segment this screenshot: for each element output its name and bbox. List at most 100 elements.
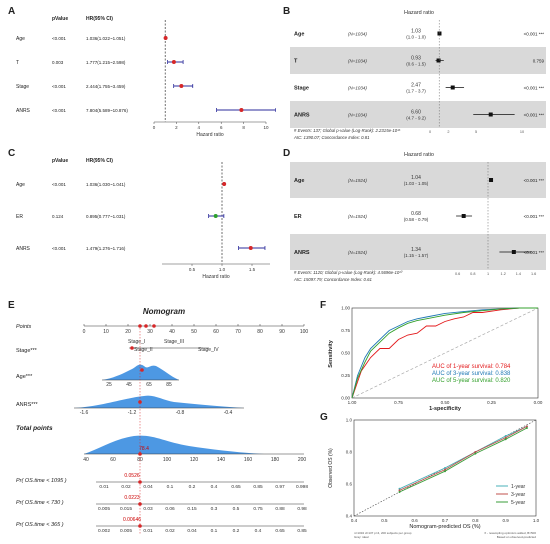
os-tick-label: 0.98 bbox=[297, 506, 307, 512]
row-hr: 1.777(1.215~2.598) bbox=[86, 60, 126, 65]
calibration-point bbox=[398, 489, 401, 492]
os-tick-label: 0.4 bbox=[255, 528, 262, 534]
y-axis-label: Observed OS (%) bbox=[328, 448, 334, 488]
row-ci: (1.03 - 1.05) bbox=[404, 181, 429, 186]
point-estimate bbox=[461, 214, 466, 218]
total-points-label: Total points bbox=[16, 425, 53, 432]
row-label: ER bbox=[16, 214, 23, 220]
x-tick-label: 0.4 bbox=[351, 518, 358, 523]
x-tick-label: 0 bbox=[429, 130, 431, 134]
footnote: Based on observed-predicted bbox=[497, 535, 537, 539]
marker-point bbox=[138, 452, 142, 456]
axis-tick-label: 0 bbox=[83, 329, 86, 335]
row-ci: (1.7 - 3.7) bbox=[406, 89, 426, 94]
axis-tick-label: 40 bbox=[169, 329, 175, 335]
x-tick-label: 10 bbox=[263, 125, 269, 130]
y-tick-label: 1.00 bbox=[341, 306, 350, 311]
x-tick-label: 1.0 bbox=[219, 267, 226, 272]
panel-b-forest-plot: Hazard ratio Age (N=1034) 1.03(1.0 - 1.0) <0… bbox=[290, 10, 546, 140]
x-tick-label: 0.5 bbox=[189, 267, 196, 272]
os-tick-label: 0.4 bbox=[211, 484, 218, 490]
calibration-point bbox=[504, 436, 507, 439]
os-tick-label: 0.2 bbox=[233, 528, 240, 534]
x-tick-label: 0.8 bbox=[472, 518, 479, 523]
total-tick-label: 60 bbox=[110, 457, 116, 463]
row-label: T bbox=[294, 59, 298, 65]
os-marker-value: 0.0526 bbox=[124, 473, 140, 479]
total-tick-label: 40 bbox=[83, 457, 89, 463]
marker-point bbox=[130, 346, 134, 350]
os-tick-label: 0.02 bbox=[121, 484, 131, 490]
row-label: ANRS bbox=[16, 108, 31, 114]
row-label: ANRS bbox=[294, 250, 310, 256]
auc-label: AUC of 1-year survival: 0.784 bbox=[432, 364, 511, 370]
y-tick-label: 0.8 bbox=[346, 450, 353, 455]
row-pvalue: <0.001 *** bbox=[524, 86, 545, 91]
footer-aic: AIC: 1390.07; Concordance Index: 0.81 bbox=[293, 135, 370, 140]
panel-a-forest-plot: pValue HR(95% CI) 0 2 4 6 8 10 Hazard ratio Age <0… bbox=[16, 16, 276, 138]
row-ci: (0.58 - 0.79) bbox=[404, 217, 429, 222]
axis-tick-label: 70 bbox=[235, 329, 241, 335]
calibration-curve bbox=[399, 427, 528, 493]
row-hr: 1.04 bbox=[411, 175, 421, 181]
point-estimate bbox=[511, 250, 516, 254]
os-tick-label: 0.01 bbox=[99, 484, 109, 490]
axis-tick-label: 20 bbox=[125, 329, 131, 335]
os-tick-label: 0.1 bbox=[167, 484, 174, 490]
anrs-tick-label: -0.8 bbox=[176, 410, 185, 416]
x-tick-label: 1.0 bbox=[533, 518, 540, 523]
row-ci: (4.7 - 9.2) bbox=[406, 116, 426, 121]
footnote: n=1034 d=137 p=4, 200 subjects per group bbox=[354, 531, 412, 535]
y-axis-label: Sensitivity bbox=[328, 339, 334, 367]
row-label: ANRS bbox=[294, 113, 310, 119]
stage-level-label: Stage_IV bbox=[198, 347, 219, 353]
row-pvalue: <0.001 *** bbox=[524, 32, 545, 37]
row-label: Age bbox=[294, 178, 304, 184]
row-n: (N=1034) bbox=[348, 59, 367, 64]
calibration-point bbox=[398, 487, 401, 490]
hr-header: HR(95% CI) bbox=[86, 16, 113, 22]
calibration-point bbox=[525, 427, 528, 429]
os-tick-label: 0.2 bbox=[189, 484, 196, 490]
point-estimate bbox=[248, 246, 253, 250]
row-pvalue: 0.759 bbox=[533, 59, 545, 64]
x-tick-label: 1.5 bbox=[249, 267, 256, 272]
os-tick-label: 0.04 bbox=[187, 528, 197, 534]
point-estimate bbox=[437, 31, 442, 36]
os-tick-label: 0.005 bbox=[120, 528, 132, 534]
calibration-curve bbox=[399, 425, 528, 490]
os-tick-label: 0.75 bbox=[253, 506, 263, 512]
x-tick-label: 0.7 bbox=[442, 518, 449, 523]
point-estimate bbox=[163, 36, 168, 40]
point-estimate bbox=[179, 84, 184, 88]
panel-label-f: F bbox=[320, 300, 327, 311]
point-estimate bbox=[436, 58, 441, 63]
row-hr: 1.34 bbox=[411, 247, 421, 253]
footnote: X - resampling optimism added, B=500 bbox=[484, 531, 536, 535]
x-tick-label: 0.75 bbox=[394, 400, 403, 405]
diagonal-line bbox=[351, 307, 539, 399]
total-tick-label: 200 bbox=[298, 457, 307, 463]
os-tick-label: 0.02 bbox=[165, 528, 175, 534]
row-pvalue: <0.001 *** bbox=[524, 178, 545, 183]
x-tick-label: 5 bbox=[475, 130, 477, 134]
os-tick-label: 0.65 bbox=[275, 528, 285, 534]
panel-d-forest-plot: Hazard ratio Age (N=1924) 1.04(1.03 - 1.05)… bbox=[290, 152, 546, 282]
calibration-point bbox=[525, 425, 528, 428]
row-n: (N=1034) bbox=[348, 86, 367, 91]
x-tick-label: 0.6 bbox=[455, 272, 460, 276]
row-pvalue: <0.001 bbox=[52, 246, 66, 251]
os-tick-label: 0.65 bbox=[231, 484, 241, 490]
row-hr: 1.479(1.276~1.716) bbox=[86, 246, 126, 251]
plot-frame bbox=[353, 419, 537, 517]
hr-header: HR(95% CI) bbox=[86, 158, 113, 164]
x-tick-label: 0.25 bbox=[487, 400, 496, 405]
stage-level-label: Stage_III bbox=[164, 339, 184, 345]
calibration-point bbox=[504, 438, 507, 441]
marker-point bbox=[138, 400, 142, 404]
axis-tick-label: 60 bbox=[213, 329, 219, 335]
point-estimate bbox=[213, 214, 218, 218]
x-tick-label: 1.00 bbox=[348, 400, 357, 405]
calibration-point bbox=[444, 467, 446, 469]
